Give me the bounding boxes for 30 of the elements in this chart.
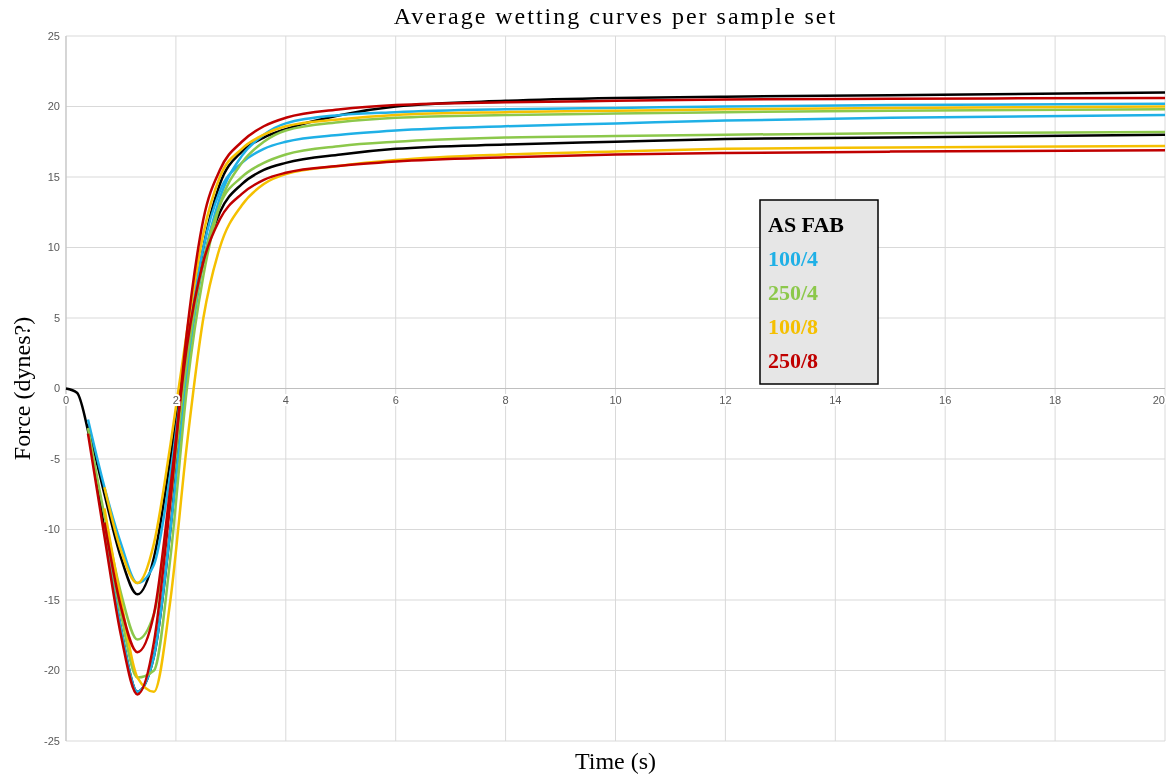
y-tick-label: -20 (44, 664, 60, 677)
text: 100/4 (768, 246, 819, 271)
x-tick-label: 20 (1152, 393, 1165, 406)
x-tick-label: 8 (502, 393, 509, 406)
y-tick-label: 20 (47, 100, 60, 113)
x-tick-label: 10 (609, 393, 622, 406)
x-tick-label: 2 (172, 393, 179, 406)
x-tick-label: 14 (829, 393, 842, 406)
x-tick-label: 18 (1048, 393, 1062, 406)
y-tick-label: -10 (44, 523, 60, 536)
y-tick-label: 0 (53, 382, 60, 395)
y-tick-label: -15 (44, 593, 60, 606)
text: 250/8 (768, 348, 819, 373)
text: 250/4 (768, 280, 819, 305)
text: 100/8 (768, 314, 819, 339)
chart-title: Average wetting curves per sample set (393, 3, 838, 29)
y-axis-title: Force (dynes?) (9, 316, 35, 461)
y-tick-label: 25 (47, 29, 60, 42)
x-tick-label: 4 (282, 393, 289, 406)
x-tick-label: 6 (392, 393, 399, 406)
x-axis-title: Time (s) (574, 748, 657, 774)
x-tick-label: 12 (719, 393, 732, 406)
text: AS FAB (768, 212, 845, 237)
x-tick-label: 16 (939, 393, 952, 406)
x-tick-label: 0 (62, 393, 70, 406)
y-tick-label: 10 (47, 241, 60, 254)
y-tick-label: -25 (44, 734, 60, 747)
y-tick-label: -5 (50, 452, 60, 465)
y-tick-label: 5 (53, 311, 60, 324)
y-tick-label: 15 (47, 170, 60, 183)
